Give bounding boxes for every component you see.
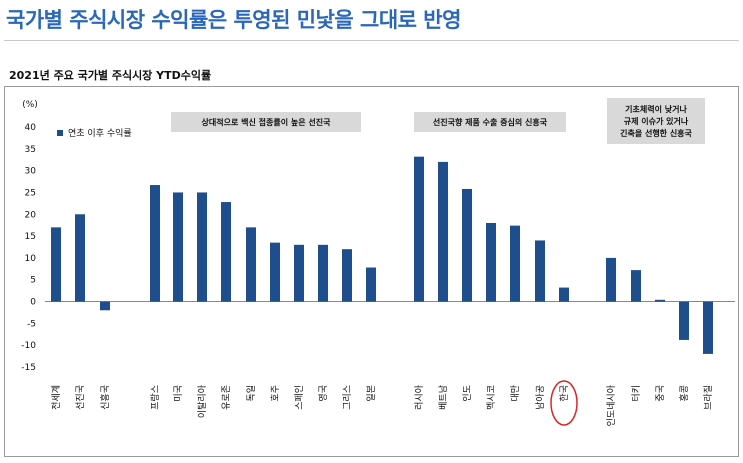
annotation-box — [414, 112, 566, 132]
bar — [318, 244, 328, 302]
y-tick-label: 5 — [30, 276, 36, 286]
bar — [342, 249, 352, 302]
highlight-circle — [550, 380, 578, 426]
category-label: 독일 — [246, 385, 257, 402]
y-tick-label: 25 — [25, 188, 36, 198]
category-label: 그리스 — [342, 385, 353, 410]
page-headline: 국가별 주식시장 수익률은 투영된 민낯을 그대로 반영 — [6, 8, 461, 32]
category-label: 홍콩 — [678, 385, 690, 402]
bar — [75, 214, 85, 302]
category-label: 일본 — [366, 385, 377, 402]
bar — [150, 185, 160, 302]
chart-frame: (%) 40 35 30 25 20 15 10 5 0 -5 -10 -15 전세계 선진국 신흥국 프랑스 미… — [4, 86, 739, 457]
category-label: 베트남 — [438, 385, 449, 410]
bar — [559, 287, 569, 302]
y-tick-label: 10 — [25, 254, 37, 264]
bar — [486, 223, 496, 302]
category-label: 신흥국 — [99, 385, 111, 410]
category-label: 전세계 — [50, 385, 62, 410]
bar — [510, 225, 520, 302]
category-label: 인도네시아 — [606, 384, 617, 426]
category-label: 호주 — [270, 385, 281, 402]
category-label: 브라질 — [702, 385, 714, 410]
category-label: 터키 — [631, 385, 642, 402]
bar — [606, 257, 616, 302]
y-axis-unit-label: (%) — [22, 100, 38, 110]
bar — [655, 299, 665, 302]
category-label: 중국 — [655, 385, 666, 402]
headline-divider — [4, 40, 739, 41]
bar — [631, 270, 641, 302]
bar — [197, 192, 207, 302]
category-label: 대만 — [510, 385, 521, 402]
bar — [679, 301, 689, 340]
bar — [438, 161, 448, 302]
y-tick-label: 40 — [25, 123, 37, 133]
y-tick-label: -5 — [27, 319, 36, 329]
y-tick-label: 0 — [30, 298, 36, 308]
bar — [535, 240, 545, 302]
bar — [270, 242, 280, 302]
bar — [173, 192, 183, 302]
annotation-box — [607, 98, 705, 144]
bar — [221, 202, 231, 302]
category-label: 프랑스 — [149, 385, 161, 410]
bar — [294, 244, 304, 302]
category-label: 멕시코 — [486, 385, 497, 410]
bar — [703, 301, 713, 354]
bar — [366, 267, 376, 302]
bar — [462, 188, 472, 302]
annotation-text: 선진국향 제품 수출 중심의 신흥국 — [433, 117, 548, 127]
bar-chart: (%) 40 35 30 25 20 15 10 5 0 -5 -10 -15 전세계 선진국 신흥국 프랑스 미… — [21, 98, 735, 426]
category-label: 이탈리아 — [197, 384, 208, 418]
category-label: 선진국 — [75, 385, 86, 410]
annotation-box — [171, 112, 361, 132]
category-label: 유로존 — [221, 385, 232, 410]
category-label: 스페인 — [294, 385, 305, 410]
category-label: 한국 — [559, 385, 570, 402]
legend-label: 연초 이후 수익률 — [68, 127, 132, 139]
category-label: 러시아 — [414, 384, 425, 410]
chart-title: 2021년 주요 국가별 주식시장 YTD수익률 — [9, 69, 212, 82]
bar — [414, 156, 424, 302]
category-label: 남아공 — [535, 385, 546, 410]
y-tick-label: 20 — [25, 210, 37, 220]
annotation-text: 기초체력이 낮거나 — [625, 104, 687, 114]
bar — [246, 227, 256, 302]
y-tick-label: 35 — [25, 145, 36, 155]
y-tick-label: 15 — [25, 232, 36, 242]
bar — [51, 227, 61, 302]
annotation-text: 규제 이슈가 있거나 — [624, 116, 689, 126]
annotation-text: 긴축을 선행한 신흥국 — [620, 128, 692, 138]
category-label: 인도 — [462, 385, 473, 402]
legend-swatch — [57, 130, 63, 136]
y-tick-label: 30 — [25, 167, 37, 177]
y-tick-label: -10 — [21, 341, 36, 351]
category-label: 미국 — [173, 385, 184, 402]
y-tick-label: -15 — [21, 363, 36, 373]
category-label: 영국 — [318, 385, 329, 402]
bar — [100, 301, 110, 311]
annotation-text: 상대적으로 백신 접종률이 높은 선진국 — [202, 117, 332, 127]
